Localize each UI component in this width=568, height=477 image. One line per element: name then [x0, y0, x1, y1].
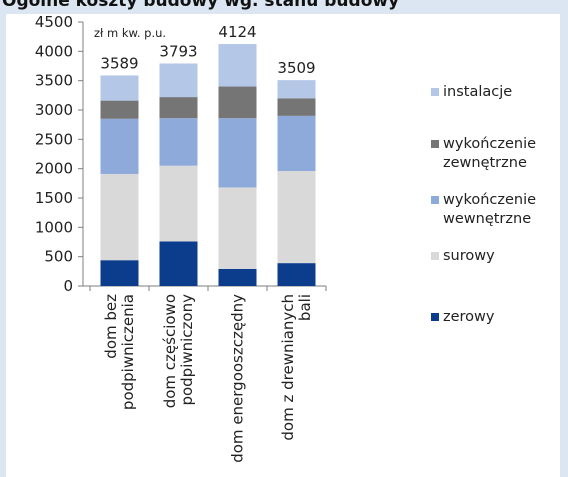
y-tick-label: 3500 [35, 72, 73, 90]
category-label-line: dom częściowo [161, 294, 179, 408]
category-label-line: dom z drewnianych [279, 294, 297, 441]
total-label: 3589 [100, 54, 138, 72]
bar-segment [159, 241, 198, 286]
category-label: dom z drewnianychbali [279, 294, 314, 441]
y-tick-label: 1000 [35, 218, 73, 236]
chart-panel: 0 500 1000 1500 2000 2500 3000 3500 4000 4500 zł … [6, 14, 560, 477]
y-tick-label: 4500 [35, 14, 73, 31]
legend-label-line: surowy [443, 248, 495, 264]
bar-segment [100, 118, 139, 174]
legend-label: wykończenie zewnętrzne [443, 136, 536, 171]
bar-segment [159, 165, 198, 242]
legend-label: instalacje [443, 84, 512, 100]
legend-swatch [431, 88, 439, 96]
category-label: dom częściowopodpiwniczony [161, 294, 196, 408]
y-tick-label: 2000 [35, 160, 73, 178]
y-tick-label: 3000 [35, 101, 73, 119]
legend-swatch [431, 196, 439, 204]
category-label-line: bali [296, 294, 314, 321]
total-label: 4124 [218, 23, 256, 41]
bar-segment [218, 268, 257, 286]
legend-swatch [431, 140, 439, 148]
bar-segment [159, 118, 198, 166]
legend-swatch [431, 313, 439, 321]
legend-label-line: wykończenie [443, 192, 536, 208]
category-label-line: dom energooszczędny [229, 294, 247, 463]
bar-segment [100, 100, 139, 119]
bar-segment [277, 115, 316, 172]
y-tick-label: 2500 [35, 130, 73, 148]
labels: zł m kw. p.u. 3589 dom bezpodpiwniczenia 37… [94, 23, 316, 463]
y-tick-label: 500 [44, 248, 73, 266]
legend-label: zerowy [443, 309, 495, 325]
category-label: dom bezpodpiwniczenia [102, 294, 137, 410]
legend-label-line: wewnętrzne [443, 211, 531, 227]
bar-segment [277, 263, 316, 286]
category-label-line: dom bez [102, 294, 120, 359]
bar-segment [218, 187, 257, 269]
bar-segment [159, 63, 198, 98]
category-label-line: podpiwniczenia [119, 294, 137, 410]
unit-label: zł m kw. p.u. [94, 26, 166, 40]
bar-segment [218, 118, 257, 188]
y-tick-label: 0 [63, 277, 73, 295]
category-label-line: podpiwniczony [178, 294, 196, 406]
bars [100, 44, 316, 286]
stacked-bar-chart: 0 500 1000 1500 2000 2500 3000 3500 4000 4500 zł … [35, 14, 536, 463]
y-tick-label: 1500 [35, 189, 73, 207]
axes: 0 500 1000 1500 2000 2500 3000 3500 4000 4500 [35, 14, 327, 295]
bar-segment [277, 171, 316, 264]
bar-segment [277, 80, 316, 99]
legend-label: surowy [443, 248, 495, 264]
bar-segment [218, 86, 257, 119]
header-text: Ogólne koszty budowy wg. stanu budowy [2, 0, 400, 11]
y-tick-label: 4000 [35, 42, 73, 60]
legend-label-line: zewnętrzne [443, 155, 527, 171]
legend-label-line: wykończenie [443, 136, 536, 152]
total-label: 3509 [277, 59, 315, 77]
bar-segment [100, 75, 139, 101]
bar-segment [100, 173, 139, 261]
total-label: 3793 [159, 42, 197, 60]
bar-segment [277, 98, 316, 116]
bar-segment [100, 260, 139, 286]
bar-segment [159, 97, 198, 119]
category-label: dom energooszczędny [229, 294, 247, 463]
legend-swatch [431, 252, 439, 260]
legend-label-line: instalacje [443, 84, 512, 100]
header-strip: Ogólne koszty budowy wg. stanu budowy [0, 0, 568, 14]
bar-segment [218, 44, 257, 87]
legend-label-line: zerowy [443, 309, 495, 325]
legend-label: wykończenie wewnętrzne [443, 192, 536, 227]
